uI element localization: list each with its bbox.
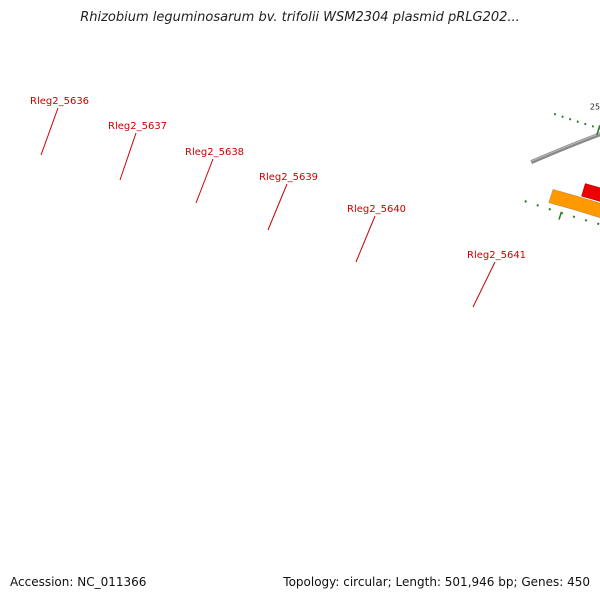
outer-tick-dot bbox=[536, 204, 539, 207]
backbone-highlight bbox=[531, 132, 600, 162]
gene-leader-line bbox=[267, 183, 288, 231]
gene-label: Rleg2_5636 bbox=[30, 96, 89, 107]
inner-tick-dot bbox=[553, 112, 557, 116]
reverse-gene-arrow bbox=[581, 183, 600, 202]
kbp-label: 25 kbp bbox=[590, 103, 600, 112]
outer-tick-dot bbox=[572, 215, 576, 218]
inner-tick-dot bbox=[591, 125, 595, 128]
kbp-major-tick bbox=[596, 125, 600, 136]
outer-tick-major bbox=[558, 211, 563, 220]
gene-label: Rleg2_5639 bbox=[259, 172, 318, 183]
gene-leader-line bbox=[355, 215, 376, 263]
gene-label: Rleg2_5638 bbox=[185, 147, 244, 158]
inner-tick-dot bbox=[576, 120, 579, 123]
map-layer: 25 kbp26 kbp27 kbp28 kbp29 kbp30 kbp31 k… bbox=[30, 96, 600, 308]
outer-tick-dot bbox=[524, 200, 527, 203]
inner-tick-dot bbox=[584, 122, 587, 126]
gene-leader-line bbox=[472, 261, 496, 308]
page-title: Rhizobium leguminosarum bv. trifolii WSM… bbox=[80, 10, 520, 25]
inner-tick-dot bbox=[561, 115, 564, 118]
inner-tick-dot bbox=[568, 117, 572, 121]
topology-text: Topology: circular; Length: 501,946 bp; … bbox=[283, 575, 590, 589]
gene-leader-line bbox=[40, 107, 59, 156]
accession-text: Accession: NC_011366 bbox=[10, 575, 147, 589]
outer-tick-dot bbox=[584, 219, 588, 222]
forward-gene-box bbox=[548, 188, 600, 219]
outer-tick-dot bbox=[597, 222, 600, 226]
gene-label: Rleg2_5637 bbox=[108, 121, 167, 132]
gene-label: Rleg2_5641 bbox=[467, 250, 526, 261]
outer-tick-dot bbox=[548, 208, 551, 211]
gene-leader-line bbox=[119, 132, 137, 181]
gene-leader-line bbox=[195, 158, 214, 204]
gene-label: Rleg2_5640 bbox=[347, 204, 406, 215]
